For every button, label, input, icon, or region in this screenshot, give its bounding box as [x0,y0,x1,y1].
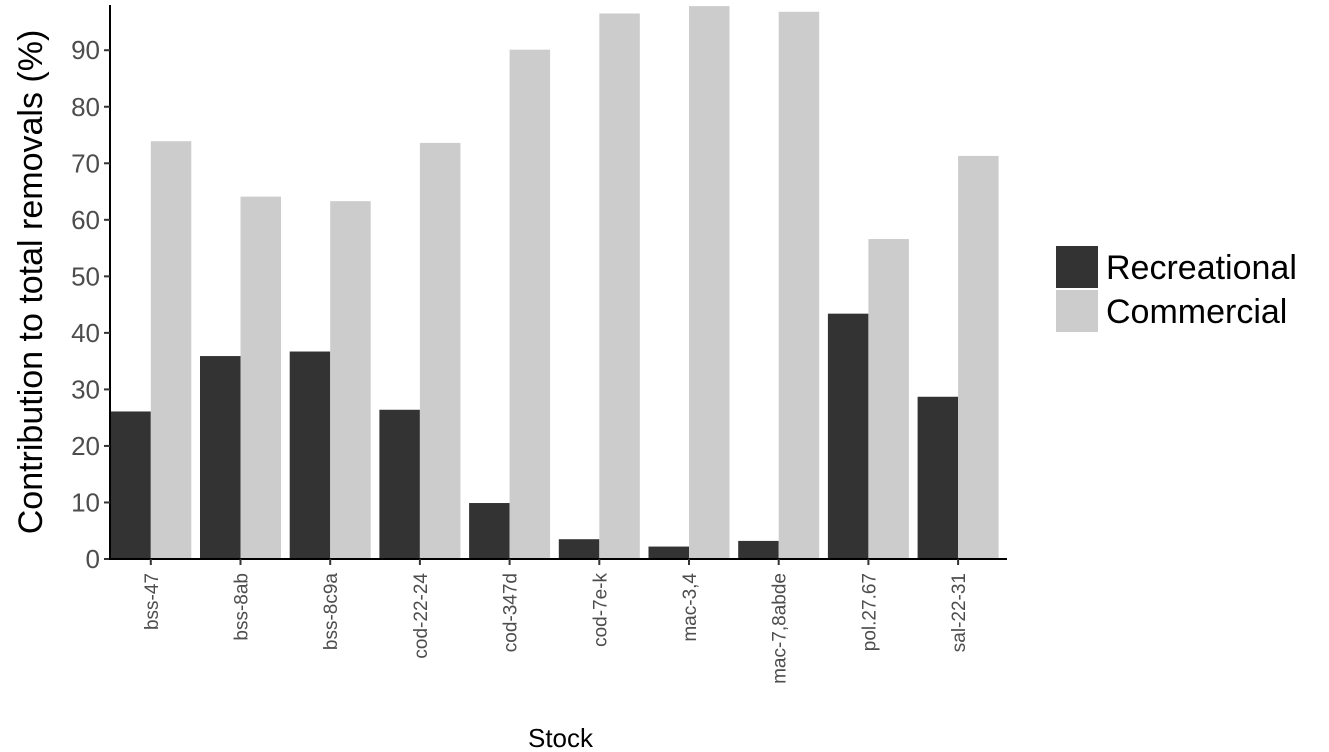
y-axis-title: Contribution to total removals (%) [12,30,50,535]
bar-recreational-bss-8ab [200,356,241,559]
bar-commercial-sal-22-31 [958,155,999,559]
legend-label-recreational: Recreational [1106,249,1297,287]
x-tick-label: mac-7,8abde [770,573,791,684]
bar-commercial-bss-8c9a [330,201,371,559]
x-tick-label: bss-8c9a [321,573,342,651]
y-tick-label: 0 [86,544,100,574]
x-tick-label: cod-22-24 [411,573,432,659]
x-tick-label: bss-8ab [232,573,253,641]
bar-recreational-mac-7,8abde [738,540,779,559]
x-tick-label: mac-3,4 [680,573,701,642]
bar-recreational-cod-22-24 [379,409,420,559]
x-axis-title: Stock [528,723,594,752]
x-tick-label: pol.27.67 [859,573,880,651]
legend-label-commercial: Commercial [1106,293,1287,331]
x-tick-label: sal-22-31 [949,573,970,652]
bar-commercial-cod-7e-k [599,13,640,560]
x-tick-label: cod-7e-k [590,573,611,647]
y-tick-label: 80 [71,92,100,122]
x-tick-label: bss-47 [142,573,163,630]
y-tick-label: 60 [71,205,100,235]
y-tick-label: 50 [71,261,100,291]
y-tick-label: 20 [71,431,100,461]
bar-commercial-bss-8ab [240,196,281,559]
bar-commercial-cod-347d [509,49,551,559]
bar-recreational-cod-7e-k [558,539,600,559]
y-tick-label: 30 [71,374,100,404]
bar-commercial-pol.27.67 [868,239,909,560]
y-axis: 0 10 20 30 40 50 60 70 80 90 [71,5,111,574]
bar-commercial-cod-22-24 [419,142,461,559]
x-tick-label: cod-347d [501,573,522,652]
legend-key-commercial [1056,290,1098,332]
y-tick-label: 10 [71,487,100,517]
bar-commercial-mac-3,4 [689,6,730,559]
bar-recreational-sal-22-31 [917,396,959,559]
legend-key-recreational [1056,246,1098,288]
bar-recreational-pol.27.67 [827,313,869,559]
y-tick-label: 90 [71,35,100,65]
bar-recreational-mac-3,4 [648,546,689,559]
bar-commercial-mac-7,8abde [778,11,820,559]
bar-recreational-bss-8c9a [289,351,331,559]
x-axis: bss-47 bss-8ab bss-8c9a cod-22-24 cod-347d co… [109,558,1007,684]
bar-recreational-cod-347d [469,503,510,559]
y-tick-label: 70 [71,148,100,178]
y-tick-label: 40 [71,318,100,348]
bars-layer [110,6,999,560]
bar-recreational-bss-47 [110,411,151,559]
bar-commercial-bss-47 [150,141,192,560]
legend: Recreational Commercial [1056,246,1297,332]
